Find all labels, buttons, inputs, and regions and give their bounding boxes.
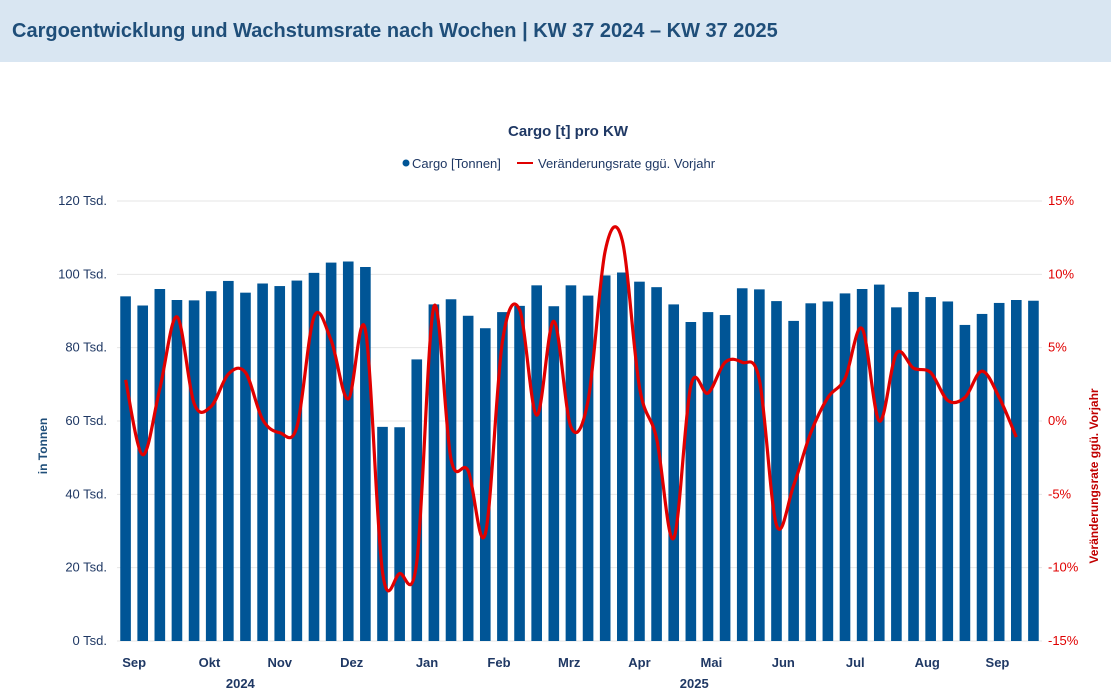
bar — [719, 315, 731, 641]
x-tick-label: Feb — [487, 655, 510, 670]
change-rate-line — [124, 225, 1018, 593]
legend-bar-marker — [402, 159, 410, 167]
bar — [360, 267, 371, 641]
bar — [771, 301, 782, 641]
y2-axis-label: Veränderungsrate ggü. Vorjahr — [1087, 388, 1101, 563]
x-tick-label: Mai — [701, 655, 723, 670]
bar — [908, 291, 919, 641]
x-tick-label: Mrz — [558, 655, 581, 670]
bar — [257, 283, 268, 641]
bar — [342, 261, 354, 641]
y-tick-label: 40 Tsd. — [65, 486, 107, 501]
x-axis-ticks: Sep Okt Nov Dez Jan Feb Mrz Apr Mai Jun Jul Aug Sep 2… — [122, 655, 1009, 691]
bar — [651, 287, 662, 641]
x-tick-label: Jan — [416, 655, 438, 670]
bar — [959, 324, 971, 641]
bar — [856, 289, 868, 641]
x-tick-label: Jul — [846, 655, 865, 670]
x-tick-label: Dez — [340, 655, 364, 670]
y2-tick-label: 5% — [1048, 340, 1067, 355]
x-tick-label: Aug — [915, 655, 940, 670]
bar — [240, 292, 251, 641]
bar — [205, 291, 217, 641]
bar — [223, 280, 234, 641]
x-tick-label: Sep — [986, 655, 1010, 670]
bar — [171, 300, 183, 641]
bar — [154, 289, 166, 641]
bar — [976, 313, 988, 641]
bar — [873, 284, 885, 641]
y2-tick-label: 15% — [1048, 193, 1074, 208]
y-tick-label: 120 Tsd. — [58, 193, 107, 208]
bar — [120, 296, 131, 641]
bar — [685, 322, 697, 641]
bar — [942, 301, 954, 641]
x-tick-label: Okt — [199, 655, 221, 670]
header-bar: Cargoentwicklung und Wachstumsrate nach … — [0, 0, 1111, 62]
y-tick-label: 100 Tsd. — [58, 266, 107, 281]
x-tick-label: Jun — [772, 655, 795, 670]
bar — [599, 275, 611, 641]
legend: Cargo [Tonnen] Veränderungsrate ggü. Vor… — [402, 156, 716, 171]
bar — [479, 328, 491, 641]
bar — [805, 303, 817, 641]
bar — [565, 285, 577, 641]
bar — [531, 285, 542, 641]
bar — [822, 301, 834, 641]
bar — [137, 305, 149, 641]
y-axis-ticks: 0 Tsd. 20 Tsd. 40 Tsd. 60 Tsd. 80 Tsd. 100 Ts… — [58, 193, 107, 648]
y-axis-label: in Tonnen — [36, 418, 50, 474]
bar — [274, 286, 286, 641]
y-tick-label: 60 Tsd. — [65, 413, 107, 428]
x-tick-label: Apr — [628, 655, 650, 670]
bar-series — [120, 261, 1039, 641]
gridlines — [117, 200, 1042, 642]
chart-title: Cargo [t] pro KW — [508, 123, 629, 140]
line-series — [124, 225, 1018, 593]
bar — [291, 280, 303, 641]
y-tick-label: 0 Tsd. — [73, 633, 107, 648]
x-year-label: 2024 — [226, 676, 256, 691]
y2-tick-label: -10% — [1048, 560, 1079, 575]
bar — [1028, 300, 1039, 641]
bar — [514, 305, 525, 641]
bar — [736, 288, 748, 641]
bar — [394, 427, 405, 641]
bar — [548, 306, 560, 641]
y2-axis-ticks: -15% -10% -5% 0% 5% 10% 15% — [1048, 193, 1079, 648]
bar — [1010, 300, 1022, 641]
legend-label-cargo: Cargo [Tonnen] — [412, 156, 501, 171]
y-tick-label: 20 Tsd. — [65, 560, 107, 575]
bar — [993, 302, 1005, 641]
bar — [308, 272, 320, 641]
bar — [634, 281, 645, 641]
bar — [582, 295, 594, 641]
x-year-label: 2025 — [680, 676, 709, 691]
x-tick-label: Nov — [267, 655, 292, 670]
bar — [188, 300, 200, 641]
bar — [497, 312, 508, 641]
bar — [411, 359, 423, 641]
bar — [428, 304, 440, 641]
y2-tick-label: 0% — [1048, 413, 1067, 428]
bar — [462, 315, 474, 641]
y2-tick-label: 10% — [1048, 266, 1074, 281]
bar — [325, 262, 337, 641]
bar — [925, 297, 936, 641]
y2-tick-label: -5% — [1048, 486, 1072, 501]
y-tick-label: 80 Tsd. — [65, 340, 107, 355]
bar — [377, 426, 388, 641]
bar — [702, 312, 714, 641]
legend-label-change: Veränderungsrate ggü. Vorjahr — [538, 156, 716, 171]
x-tick-label: Sep — [122, 655, 146, 670]
cargo-chart: Cargo [t] pro KW Cargo [Tonnen] Veränder… — [36, 123, 1101, 691]
bar — [754, 289, 765, 641]
bar — [668, 304, 680, 641]
y2-tick-label: -15% — [1048, 633, 1079, 648]
bar — [891, 307, 902, 641]
bar — [445, 299, 457, 641]
bar — [839, 293, 851, 641]
page-title: Cargoentwicklung und Wachstumsrate nach … — [12, 19, 778, 42]
bar — [617, 272, 628, 641]
